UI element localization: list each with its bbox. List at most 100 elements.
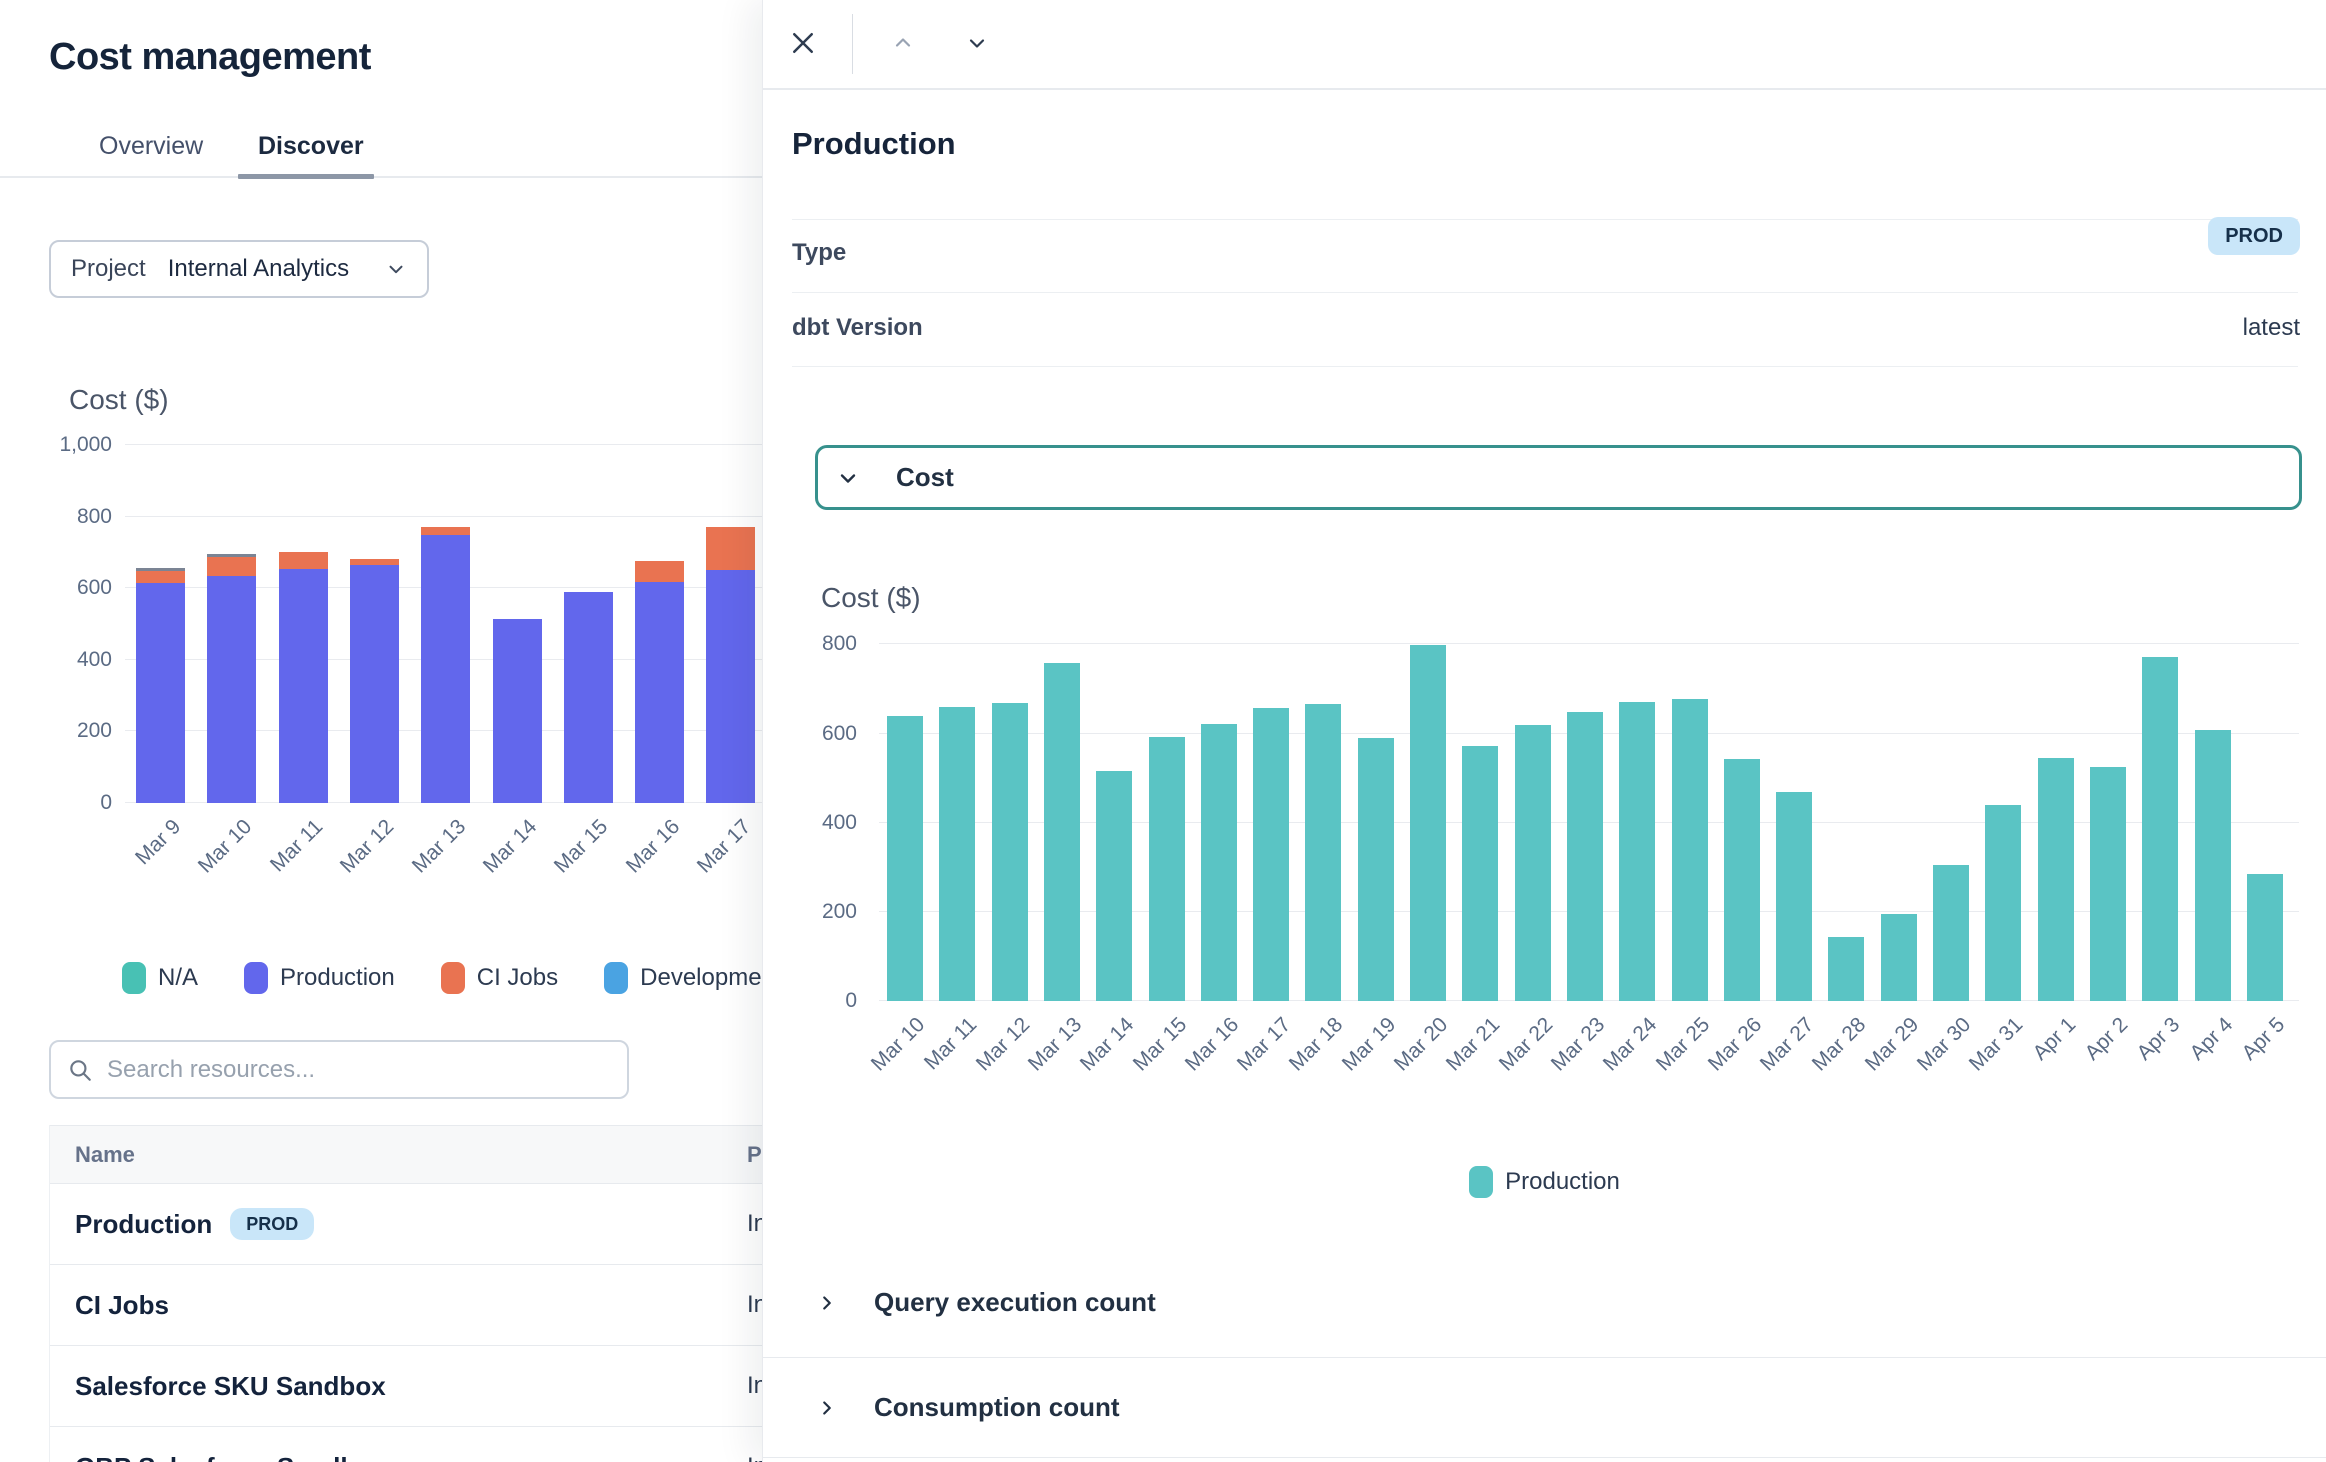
cost-section-label: Cost bbox=[896, 462, 954, 492]
gridline bbox=[125, 444, 805, 445]
x-axis-tick-label: Mar 18 bbox=[1285, 1013, 1348, 1076]
bar-ci-jobs-mar-13[interactable] bbox=[421, 526, 471, 535]
bar-production-apr-5[interactable] bbox=[2246, 873, 2283, 1001]
project-filter-label: Project bbox=[71, 255, 146, 282]
legend-label: Production bbox=[280, 964, 395, 991]
color-swatch-icon bbox=[122, 962, 146, 994]
bar-production-mar-21[interactable] bbox=[1462, 745, 1499, 1001]
bar-production-mar-12[interactable] bbox=[349, 564, 399, 803]
bar-ci-jobs-mar-11[interactable] bbox=[278, 552, 328, 569]
bar-production-mar-24[interactable] bbox=[1619, 702, 1656, 1001]
dbt-version-field-label: dbt Version bbox=[792, 314, 923, 341]
gridline bbox=[125, 515, 805, 517]
previous-item-button[interactable] bbox=[881, 22, 925, 66]
chevron-up-icon bbox=[891, 31, 915, 58]
bar-production-mar-31[interactable] bbox=[1985, 804, 2022, 1001]
x-axis-tick-label: Apr 4 bbox=[2185, 1013, 2237, 1065]
bar-production-mar-17[interactable] bbox=[706, 569, 756, 803]
legend-item-production[interactable]: Production bbox=[244, 962, 395, 994]
bar-production-mar-27[interactable] bbox=[1776, 792, 1813, 1001]
bar-production-mar-14[interactable] bbox=[492, 618, 542, 803]
type-field-label: Type bbox=[792, 239, 847, 266]
x-axis-tick-label: Mar 12 bbox=[971, 1013, 1034, 1076]
bar-production-mar-11[interactable] bbox=[939, 706, 976, 1001]
x-axis-tick-label: Mar 14 bbox=[1075, 1013, 1139, 1076]
x-axis-tick-label: Apr 3 bbox=[2132, 1013, 2185, 1065]
bar-other-mar-10[interactable] bbox=[207, 554, 257, 558]
bar-production-mar-9[interactable] bbox=[136, 582, 185, 803]
query-execution-count-section-toggle[interactable]: Query execution count bbox=[763, 1248, 2326, 1358]
bar-production-mar-20[interactable] bbox=[1410, 645, 1446, 1001]
cost-section-toggle[interactable]: Cost bbox=[815, 445, 2302, 510]
tab-overview[interactable]: Overview bbox=[99, 132, 204, 160]
bar-production-mar-18[interactable] bbox=[1305, 704, 1342, 1001]
x-axis-tick-label: Mar 17 bbox=[1232, 1013, 1296, 1076]
bar-production-mar-11[interactable] bbox=[278, 568, 328, 803]
legend-item-development[interactable]: Development bbox=[604, 962, 782, 994]
bar-production-mar-10[interactable] bbox=[887, 715, 923, 1001]
next-item-button[interactable] bbox=[955, 22, 999, 66]
bar-production-mar-13[interactable] bbox=[1043, 663, 1080, 1001]
y-axis-tick-label: 800 bbox=[76, 504, 112, 528]
x-axis-tick-label: Mar 26 bbox=[1703, 1013, 1767, 1076]
color-swatch-icon bbox=[244, 962, 269, 994]
bar-production-mar-16[interactable] bbox=[1200, 723, 1237, 1001]
active-tab-indicator bbox=[238, 174, 374, 179]
close-drawer-button[interactable] bbox=[781, 22, 825, 66]
bar-production-mar-14[interactable] bbox=[1096, 771, 1133, 1001]
bar-other-mar-9[interactable] bbox=[136, 568, 185, 572]
legend-item-n-a[interactable]: N/A bbox=[122, 962, 198, 994]
x-axis-tick-label: Mar 12 bbox=[336, 815, 399, 878]
chevron-down-icon bbox=[965, 31, 989, 58]
bar-production-mar-30[interactable] bbox=[1933, 865, 1969, 1001]
chevron-down-icon bbox=[385, 258, 407, 280]
left-chart-legend: N/A Production CI Jobs Development bbox=[122, 962, 782, 994]
bar-production-mar-16[interactable] bbox=[635, 581, 685, 803]
x-axis-tick-label: Mar 31 bbox=[1965, 1013, 2028, 1076]
cost-bar-chart: 0 200 400 600 800 Mar 10 Mar 11 Mar 12 Mar 13 Mar… bbox=[822, 630, 2299, 1075]
bar-production-mar-10[interactable] bbox=[207, 575, 257, 803]
legend-item-ci-jobs[interactable]: CI Jobs bbox=[440, 962, 558, 994]
divider bbox=[792, 292, 2298, 293]
bar-production-mar-17[interactable] bbox=[1253, 708, 1290, 1001]
consumption-count-section-toggle[interactable]: Consumption count bbox=[763, 1358, 2326, 1458]
legend-item-production[interactable]: Production bbox=[1469, 1166, 1620, 1198]
x-axis-tick-label: Mar 19 bbox=[1337, 1013, 1400, 1076]
x-axis-tick-label: Mar 11 bbox=[920, 1013, 982, 1075]
x-axis-tick-label: Mar 17 bbox=[692, 815, 756, 878]
bar-ci-jobs-mar-10[interactable] bbox=[207, 557, 257, 576]
legend-label: Development bbox=[640, 964, 782, 991]
left-chart-title: Cost ($) bbox=[69, 384, 169, 415]
tab-discover[interactable]: Discover bbox=[258, 132, 364, 160]
x-axis-tick-label: Apr 1 bbox=[2028, 1013, 2080, 1065]
bar-production-apr-3[interactable] bbox=[2142, 657, 2179, 1001]
x-axis-tick-label: Mar 13 bbox=[407, 815, 470, 878]
bar-production-mar-26[interactable] bbox=[1723, 759, 1760, 1001]
bar-production-mar-19[interactable] bbox=[1357, 738, 1394, 1001]
resource-name: CI Jobs bbox=[75, 1289, 169, 1320]
search-resources-input[interactable] bbox=[107, 1055, 611, 1084]
bar-ci-jobs-mar-12[interactable] bbox=[349, 558, 399, 565]
tabs-divider bbox=[0, 176, 762, 178]
project-filter-dropdown[interactable]: Project Internal Analytics bbox=[49, 240, 429, 298]
x-axis-tick-label: Mar 23 bbox=[1546, 1013, 1610, 1076]
bar-production-mar-28[interactable] bbox=[1828, 937, 1865, 1001]
bar-production-apr-4[interactable] bbox=[2194, 730, 2231, 1001]
bar-production-mar-22[interactable] bbox=[1514, 725, 1551, 1001]
divider bbox=[792, 219, 2298, 220]
x-axis-tick-label: Mar 9 bbox=[130, 815, 185, 870]
bar-production-mar-13[interactable] bbox=[421, 534, 471, 803]
bar-production-mar-15[interactable] bbox=[1148, 737, 1185, 1001]
bar-ci-jobs-mar-9[interactable] bbox=[136, 571, 185, 583]
bar-ci-jobs-mar-16[interactable] bbox=[635, 561, 685, 582]
bar-production-mar-15[interactable] bbox=[563, 591, 613, 803]
bar-production-mar-29[interactable] bbox=[1880, 913, 1917, 1001]
bar-production-mar-12[interactable] bbox=[991, 703, 1028, 1001]
resource-name: GBP Salesforce Sandbox bbox=[75, 1452, 387, 1462]
bar-production-apr-1[interactable] bbox=[2037, 757, 2074, 1001]
bar-production-mar-25[interactable] bbox=[1671, 699, 1708, 1001]
bar-ci-jobs-mar-17[interactable] bbox=[706, 526, 756, 570]
bar-production-mar-23[interactable] bbox=[1566, 711, 1603, 1001]
x-axis-tick-label: Mar 15 bbox=[1128, 1013, 1191, 1076]
bar-production-apr-2[interactable] bbox=[2089, 767, 2126, 1001]
